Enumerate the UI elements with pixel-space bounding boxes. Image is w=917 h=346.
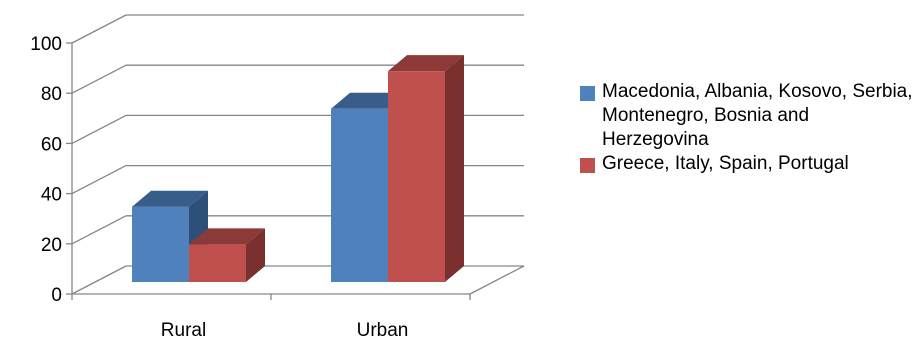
gridline-depth-2 xyxy=(71,165,127,195)
legend-swatch-series-2 xyxy=(580,158,595,173)
y-tick-label-1: 20 xyxy=(41,235,62,256)
bar-side-rural-series-2 xyxy=(246,228,265,282)
bar-urban-series-2 xyxy=(388,71,445,282)
gridline-depth-0 xyxy=(71,265,127,295)
legend-swatch-series-1 xyxy=(580,86,595,101)
gridline-depth-4 xyxy=(71,64,127,94)
y-tick-label-0: 0 xyxy=(51,285,62,306)
y-tick-label-5: 100 xyxy=(30,34,62,55)
x-tick-label-0: Rural xyxy=(161,320,206,341)
gridline-depth-3 xyxy=(71,114,127,144)
y-tick-label-4: 80 xyxy=(41,84,62,105)
bar-side-urban-series-2 xyxy=(445,55,464,282)
legend-label-series-2: Greece, Italy, Spain, Portugal xyxy=(602,153,849,174)
bar-top-rural-series-2 xyxy=(189,228,265,245)
y-tick-label-3: 60 xyxy=(41,134,62,155)
bar-top-urban-series-2 xyxy=(388,55,464,72)
bar-rural-series-1 xyxy=(132,206,189,282)
bar-rural-series-2 xyxy=(189,244,246,282)
gridline-depth-5 xyxy=(71,14,127,44)
legend-label-series-1: Macedonia, Albania, Kosovo, Serbia, Mont… xyxy=(602,81,913,150)
y-tick-label-2: 40 xyxy=(41,185,62,206)
bar-top-rural-series-1 xyxy=(132,190,208,207)
bar-urban-series-1 xyxy=(331,108,388,282)
legend-item-series-2: Greece, Italy, Spain, Portugal xyxy=(580,152,915,176)
legend-item-series-1: Macedonia, Albania, Kosovo, Serbia, Mont… xyxy=(580,80,915,152)
x-tick-label-1: Urban xyxy=(357,320,409,341)
gridline-depth-1 xyxy=(71,215,127,245)
chart-legend: Macedonia, Albania, Kosovo, Serbia, Mont… xyxy=(580,80,915,176)
floor-right-edge xyxy=(469,265,525,295)
